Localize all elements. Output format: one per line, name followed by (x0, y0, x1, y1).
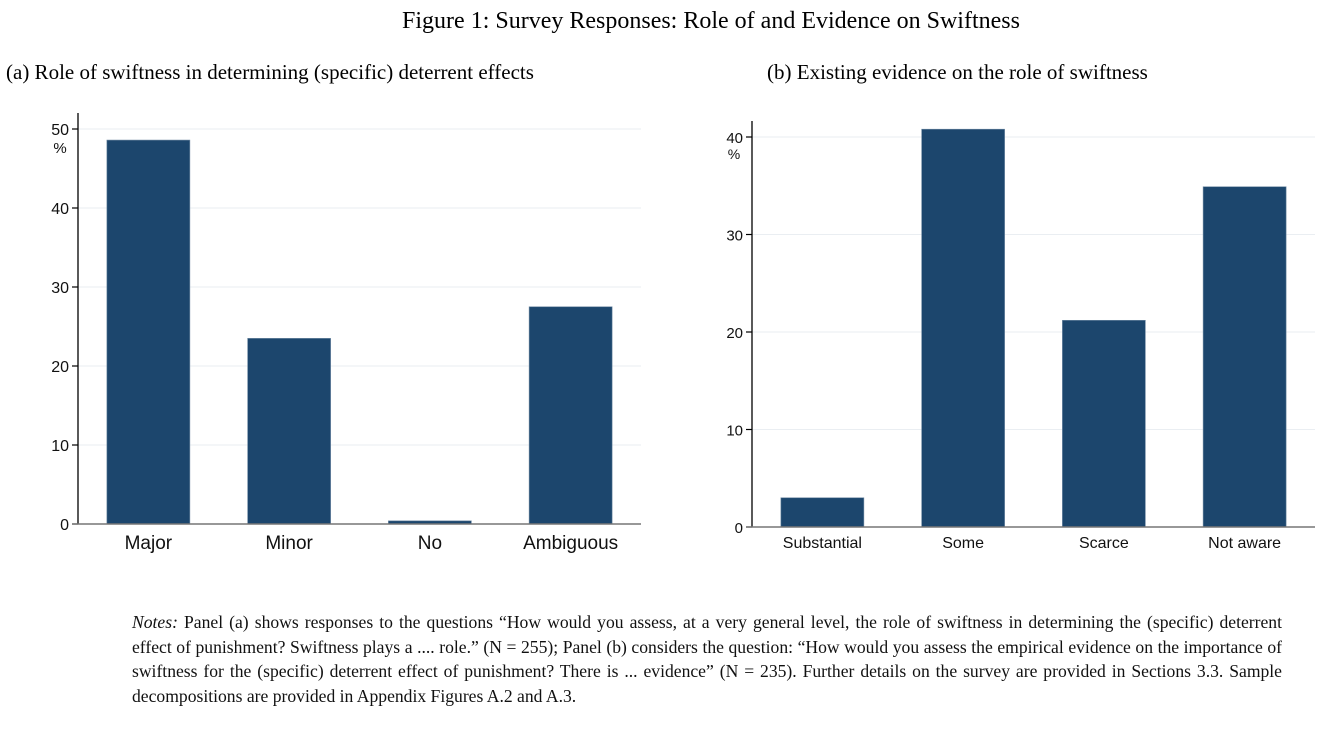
figure-title: Figure 1: Survey Responses: Role of and … (402, 8, 1020, 34)
panel-b-category-label: Substantial (783, 535, 862, 552)
panel-b-ytick-label: 40 (726, 130, 743, 147)
panel-a-category-label: Major (125, 533, 173, 554)
figure-notes: Notes: Panel (a) shows responses to the … (132, 610, 1282, 708)
panel-b-ytick-label: 10 (726, 423, 743, 440)
panel-b-ytick-label: 20 (726, 325, 743, 342)
panel-a-ytick-label: 50 (51, 122, 69, 139)
panel-b-ylabel: % (728, 146, 740, 162)
panel-a-ytick-label: 40 (51, 201, 69, 218)
panel-b-bar-not-aware (1202, 186, 1287, 528)
panel-b-category-label: Not aware (1208, 535, 1281, 552)
panel-a-bar-major (106, 139, 191, 525)
panel-a-category-label: Ambiguous (523, 533, 618, 554)
panel-a-bar-ambiguous (528, 306, 613, 525)
panel-a-category-label: No (418, 533, 442, 554)
panel-a-ytick-label: 10 (51, 438, 69, 455)
panel-a-ytick-label: 30 (51, 280, 69, 297)
panel-a-ylabel: % (53, 140, 66, 157)
panel-b-category-label: Scarce (1079, 535, 1129, 552)
notes-text: Panel (a) shows responses to the questio… (132, 612, 1282, 706)
panel-a-category-label: Minor (265, 533, 313, 554)
panel-b-bar-some (921, 128, 1005, 528)
panel-b-title: (b) Existing evidence on the role of swi… (767, 60, 1148, 84)
notes-label: Notes: (132, 612, 178, 632)
panel-b-category-label: Some (942, 535, 984, 552)
charts-canvas: 0 10 20 30 40 50% Major Minor No Ambiguous 0 10 20 30… (51, 113, 1315, 554)
panel-a-ytick-label: 20 (51, 359, 69, 376)
panel-b-bar-scarce (1062, 319, 1146, 528)
panel-b-ytick-label: 0 (735, 520, 743, 537)
panel-b-bar-substantial (780, 497, 865, 528)
panel-a-title: (a) Role of swiftness in determining (sp… (6, 60, 534, 84)
panel-a-bar-minor (247, 338, 331, 525)
panel-a-ytick-label: 0 (60, 517, 69, 534)
panel-b-ytick-label: 30 (726, 228, 743, 245)
